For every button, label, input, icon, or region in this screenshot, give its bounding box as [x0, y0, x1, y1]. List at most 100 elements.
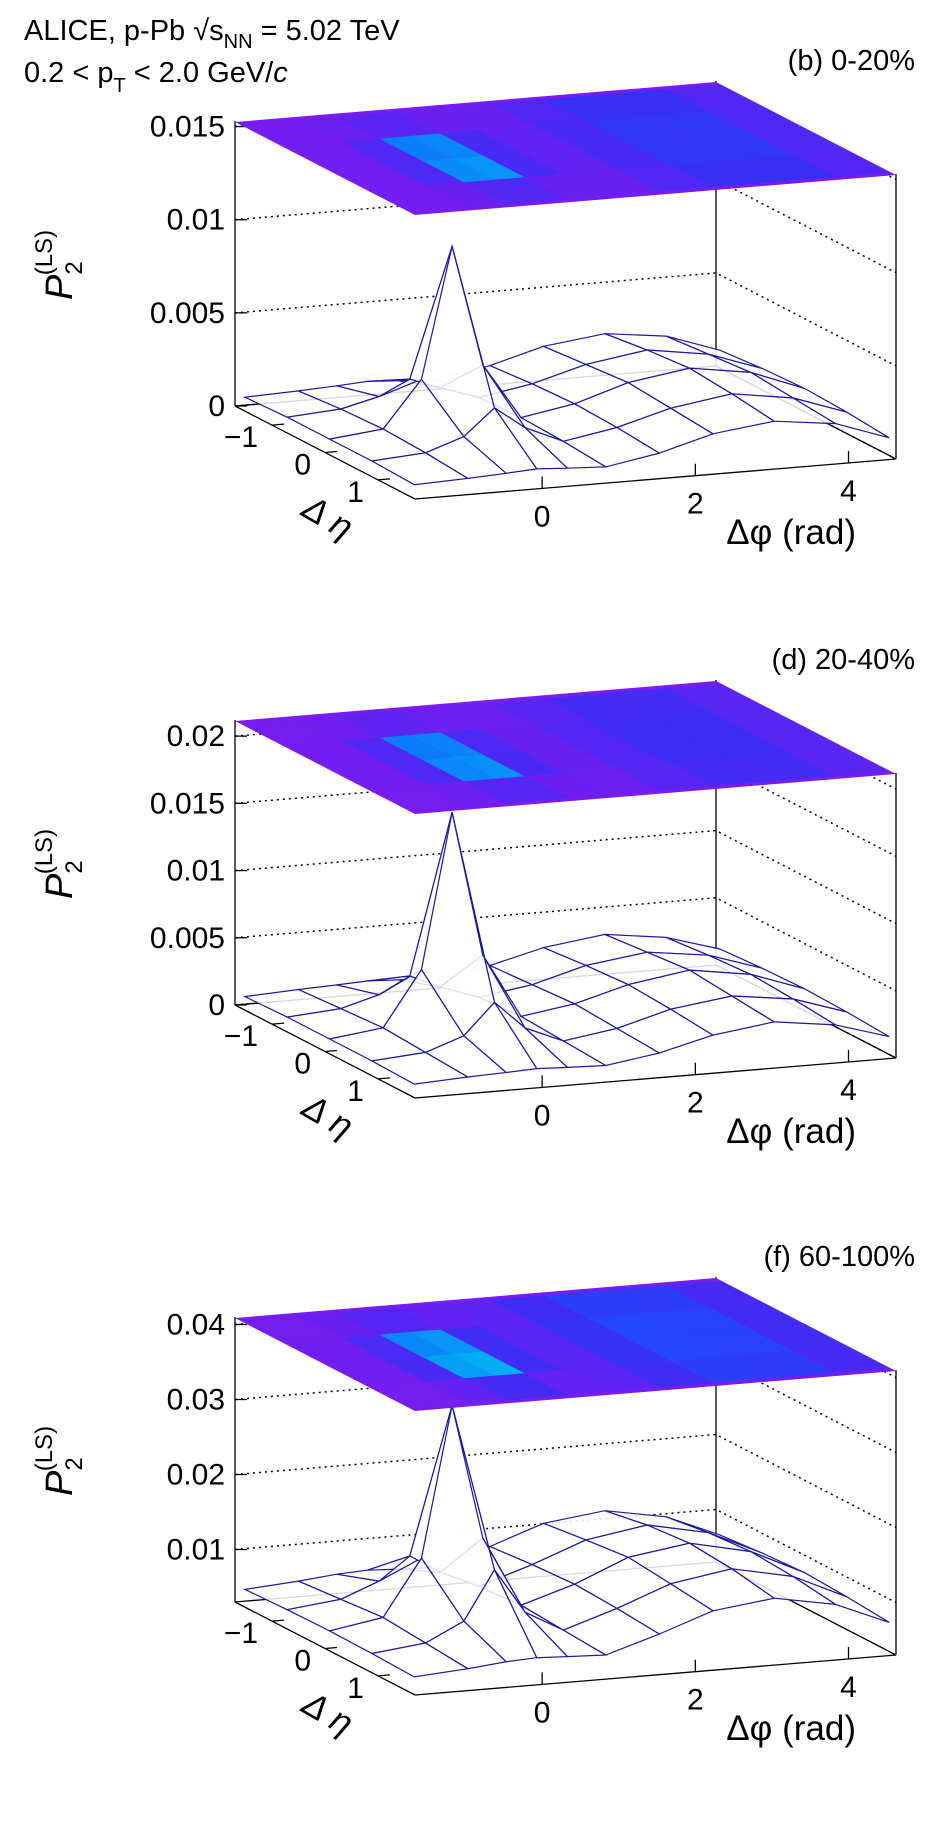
x-tick-label: 2	[687, 1684, 704, 1717]
projection-cell	[440, 1326, 522, 1352]
projection-cell	[494, 776, 568, 801]
y-tick	[272, 1022, 285, 1025]
projection-cell	[604, 688, 709, 716]
projection-cell	[574, 742, 671, 769]
grid-line	[234, 1433, 897, 1529]
projection-cell	[574, 143, 671, 170]
projection-cell	[604, 1285, 709, 1313]
y-tick-label: 1	[347, 1075, 364, 1108]
projection-cell	[628, 138, 732, 166]
y-tick-label: 0	[294, 1048, 311, 1081]
projection-cell	[244, 718, 341, 746]
z-tick-label: 0.01	[167, 1534, 225, 1567]
projection-cell	[440, 729, 522, 755]
title-part: NN	[224, 31, 253, 53]
projection-cell	[409, 1329, 483, 1354]
projection-cell	[463, 179, 537, 205]
projection-cell	[689, 133, 794, 161]
panel-label: (b) 0-20%	[788, 45, 915, 77]
projection-cell	[398, 108, 479, 134]
y-tick-label: 1	[347, 476, 364, 509]
y-tick-label: 1	[347, 1672, 364, 1705]
projection-cell	[244, 1315, 341, 1343]
projection-cell	[398, 1304, 479, 1330]
projection-cell	[532, 1317, 629, 1344]
projection-cell	[367, 710, 441, 735]
z-tick-label: 0	[208, 989, 225, 1022]
x-tick-label: 2	[687, 488, 704, 521]
projection-cell	[398, 707, 479, 733]
projection-cell	[482, 152, 564, 178]
axis-line	[414, 1057, 897, 1099]
axis-line	[414, 458, 897, 500]
projection-cell	[329, 1359, 426, 1386]
projection-cell	[543, 1290, 648, 1318]
projection-cell	[666, 1280, 763, 1308]
projection-cell	[436, 104, 533, 131]
y-tick-label: −1	[224, 1020, 258, 1053]
y-tick	[377, 1674, 390, 1677]
z-tick-label: 0.04	[167, 1309, 225, 1342]
projection-cell	[708, 1302, 805, 1330]
projection-cell	[371, 784, 468, 811]
z-axis-title-part: 2	[61, 860, 88, 873]
projection-cell	[647, 1307, 751, 1335]
z-axis-title-part: P	[39, 1470, 81, 1496]
projection-cell	[563, 169, 660, 196]
projection-cell	[628, 737, 732, 765]
y-tick	[324, 1049, 338, 1053]
z-tick-label: 0.015	[150, 111, 225, 144]
projection-cell	[750, 727, 847, 754]
y-tick	[272, 1619, 285, 1622]
projection-cell	[543, 693, 648, 721]
projection-cell	[383, 160, 464, 186]
projection-cell	[482, 751, 564, 777]
x-tick-label: 0	[534, 1099, 551, 1132]
projection-cell	[287, 1337, 384, 1365]
x-axis-title: Δφ (rad)	[726, 1112, 856, 1151]
z-tick-label: 0.015	[150, 787, 225, 820]
projection-cell	[383, 1356, 464, 1382]
x-tick-label: 4	[840, 475, 857, 508]
projection-cell	[478, 1321, 575, 1349]
projection-cell	[340, 1334, 422, 1360]
projection-cell	[371, 1381, 468, 1408]
projection-cell	[793, 749, 890, 776]
projection-cell	[708, 106, 805, 134]
projection-cell	[750, 128, 847, 155]
y-tick-label: 0	[294, 1645, 311, 1678]
y-tick	[324, 450, 338, 454]
z-tick-label: 0.005	[150, 922, 225, 955]
projection-cell	[490, 99, 586, 126]
projection-cell	[617, 1361, 713, 1388]
panel-label: (f) 60-100%	[763, 1241, 915, 1273]
subtitle-part: 0.2 < p	[24, 57, 114, 89]
projection-cell	[586, 715, 690, 743]
projection-cell	[586, 116, 690, 144]
projection-cell	[563, 1365, 660, 1392]
projection-cell	[379, 735, 453, 760]
y-tick-label: −1	[224, 1617, 258, 1650]
title-part: ALICE, p-Pb √s	[24, 15, 224, 47]
projection-cell	[421, 157, 495, 183]
z-axis-title: P2(LS)	[31, 230, 88, 300]
projection-cell	[670, 160, 775, 187]
projection-cell	[425, 1378, 507, 1404]
projection-cell	[708, 705, 805, 733]
projection-cell	[525, 174, 606, 200]
projection-cell	[490, 1295, 586, 1322]
projection-cell	[336, 1310, 410, 1335]
projection-cell	[425, 781, 507, 807]
projection-cell	[452, 754, 526, 779]
title-part: = 5.02 TeV	[253, 15, 401, 47]
projection-cell	[689, 1329, 794, 1357]
projection-cell	[436, 1300, 533, 1327]
z-tick-label: 0.005	[150, 297, 225, 330]
z-tick-label: 0.01	[167, 855, 225, 888]
projection-cell	[666, 683, 763, 711]
projection-cell	[287, 141, 384, 169]
projection-cell	[409, 732, 483, 757]
projection-cell	[521, 147, 617, 175]
projection-cell	[367, 111, 441, 136]
